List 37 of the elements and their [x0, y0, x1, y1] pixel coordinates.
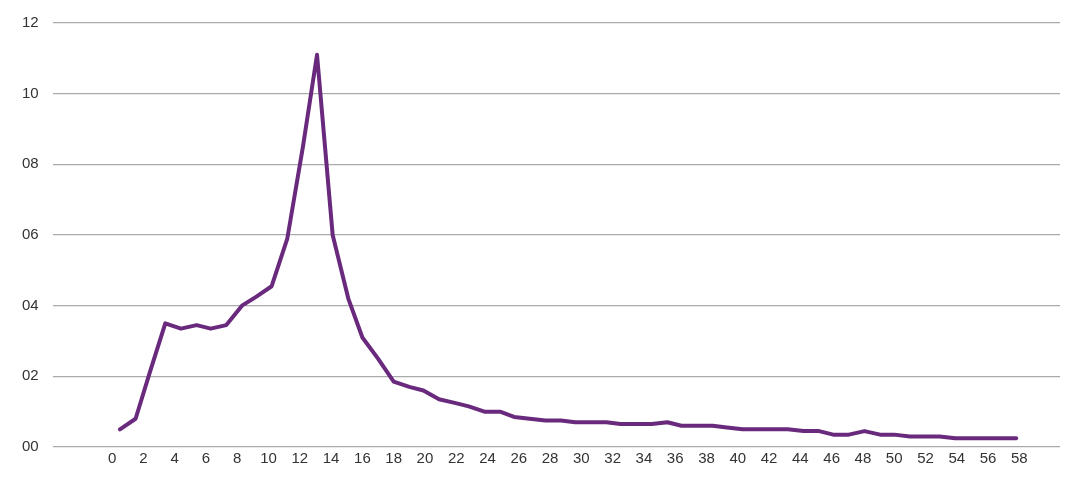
x-tick-label: 50	[885, 449, 903, 467]
x-tick-label: 58	[1010, 449, 1028, 467]
x-tick-label: 4	[170, 449, 179, 467]
x-tick-label: 26	[510, 449, 528, 467]
x-tick-label: 42	[760, 449, 778, 467]
x-tick-label: 40	[729, 449, 747, 467]
x-tick-label: 0	[107, 449, 117, 467]
x-tick-label: 44	[792, 449, 809, 467]
x-tick-label: 18	[385, 449, 403, 467]
x-tick-label: 22	[447, 449, 465, 467]
x-tick-label: 30	[573, 449, 590, 467]
x-tick-label: 20	[416, 449, 434, 467]
x-tick-label: 8	[233, 449, 242, 467]
x-tick-label: 32	[604, 449, 621, 467]
y-tick-label: 00	[22, 437, 39, 455]
y-tick-label: 10	[22, 83, 39, 101]
x-tick-label: 38	[698, 449, 715, 467]
x-tick-label: 12	[291, 449, 309, 467]
y-tick-label: 08	[22, 154, 39, 172]
x-tick-label: 34	[635, 449, 653, 467]
x-tick-label: 28	[541, 449, 559, 467]
x-tick-label: 14	[322, 449, 340, 467]
x-tick-label: 6	[201, 449, 211, 467]
y-tick-label: 02	[22, 366, 39, 384]
x-tick-label: 56	[979, 449, 997, 467]
y-tick-label: 06	[22, 225, 39, 243]
x-tick-label: 16	[354, 449, 371, 467]
y-tick-label: 04	[22, 295, 39, 313]
x-tick-label: 10	[260, 449, 277, 467]
x-tick-label: 52	[917, 449, 934, 467]
x-tick-label: 24	[479, 449, 496, 467]
x-tick-label: 48	[854, 449, 872, 467]
y-tick-label: 12	[22, 13, 39, 31]
x-tick-label: 36	[666, 449, 684, 467]
x-tick-label: 54	[948, 449, 966, 467]
x-tick-label: 46	[823, 449, 840, 467]
x-tick-label: 2	[139, 449, 148, 467]
